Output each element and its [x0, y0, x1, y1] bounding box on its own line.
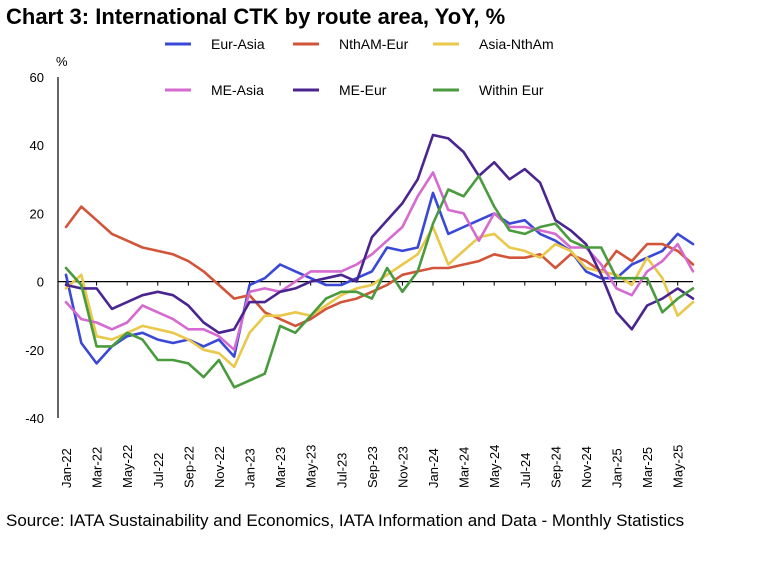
x-tick-label: Nov-22	[212, 446, 227, 488]
legend-label-me-eur: ME-Eur	[339, 82, 387, 98]
x-tick-label: May-23	[304, 445, 319, 488]
legend-label-asia-ntham: Asia-NthAm	[479, 36, 554, 52]
x-tick-label: Jul-23	[334, 453, 349, 488]
series-line-asia-ntham	[64, 225, 695, 369]
series-line-me-eur	[64, 133, 695, 335]
x-tick-label: May-25	[671, 445, 686, 488]
x-tick-label: May-22	[120, 445, 135, 488]
x-tick-label: Sep-24	[548, 446, 563, 488]
legend-label-eur-asia: Eur-Asia	[211, 36, 265, 52]
x-tick-label: Mar-23	[273, 447, 288, 488]
x-tick-label: Jan-22	[59, 448, 74, 488]
x-tick-label: Nov-23	[395, 446, 410, 488]
source-note: Source: IATA Sustainability and Economic…	[6, 511, 685, 530]
legend-label-ntham-eur: NthAM-Eur	[339, 36, 409, 52]
y-tick-label: -40	[25, 411, 44, 426]
y-unit-label: %	[56, 54, 68, 69]
y-tick-label: 0	[37, 275, 44, 290]
x-tick-label: Mar-24	[457, 447, 472, 488]
x-tick-label: Sep-23	[365, 446, 380, 488]
y-tick-label: 60	[30, 70, 44, 85]
x-tick-label: Jan-25	[610, 448, 625, 488]
x-tick-label: Nov-24	[579, 446, 594, 488]
x-tick-label: Jan-23	[243, 448, 258, 488]
series-line-eur-asia	[64, 191, 695, 365]
axes: -40 -20 0 20 40 60 Jan-22 Mar-22 May-22 Jul-22 Sep…	[25, 70, 693, 488]
legend: Eur-Asia NthAM-Eur Asia-NthAm ME-Asia ME-Eur…	[165, 36, 554, 98]
x-tick-label: Mar-22	[90, 447, 105, 488]
legend-label-me-asia: ME-Asia	[211, 82, 264, 98]
series-line-ntham-eur	[64, 205, 695, 328]
x-tick-label: Mar-25	[640, 447, 655, 488]
x-tick-label: Jul-24	[518, 453, 533, 488]
y-tick-label: 40	[30, 138, 44, 153]
series-lines	[64, 133, 695, 389]
series-line-within-eur	[64, 174, 695, 389]
y-tick-label: 20	[30, 206, 44, 221]
x-tick-label: Jul-22	[151, 453, 166, 488]
chart-title: Chart 3: International CTK by route area…	[6, 4, 506, 29]
y-tick-label: -20	[25, 343, 44, 358]
legend-label-within-eur: Within Eur	[479, 82, 544, 98]
chart-area: % Eur-Asia NthAM-Eur Asia-NthAm ME-Asia ME-E…	[25, 36, 695, 488]
x-tick-label: May-24	[487, 445, 502, 488]
x-tick-label: Jan-24	[426, 448, 441, 488]
x-tick-label: Sep-22	[181, 446, 196, 488]
